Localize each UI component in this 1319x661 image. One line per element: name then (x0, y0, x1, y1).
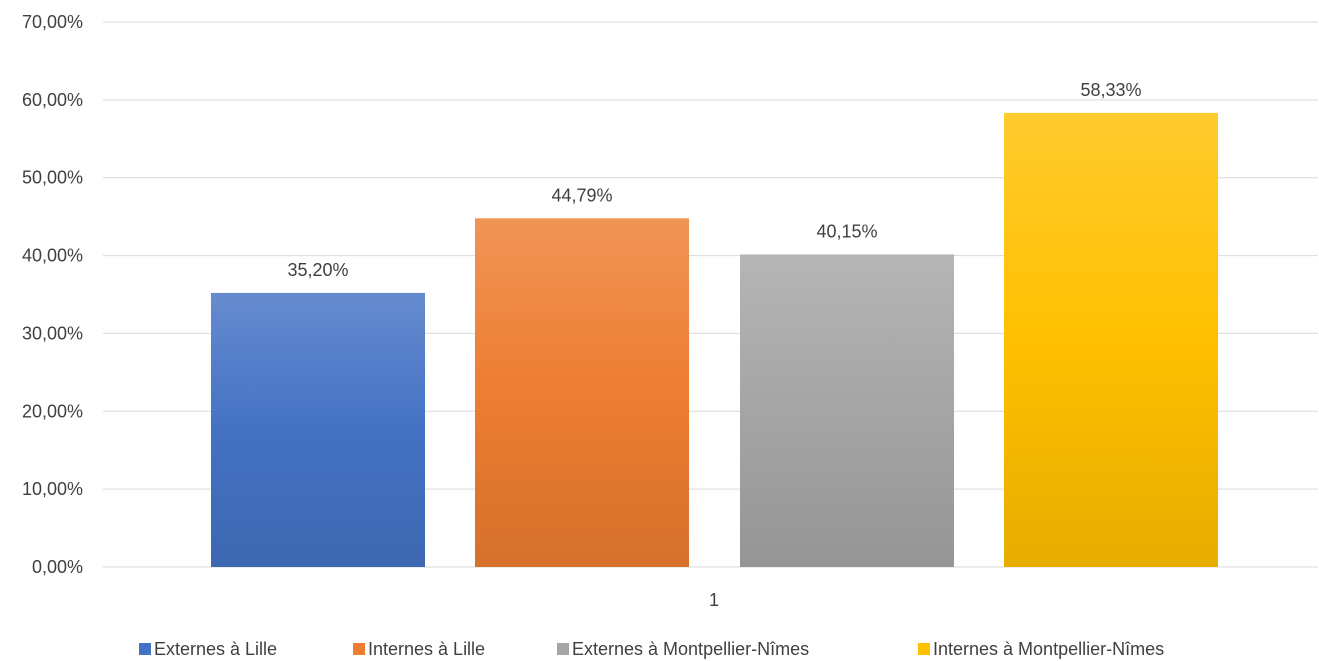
bar (740, 254, 954, 567)
y-tick-label: 30,00% (22, 323, 83, 343)
y-tick-label: 60,00% (22, 90, 83, 110)
data-label: 40,15% (816, 221, 877, 241)
data-label: 58,33% (1080, 80, 1141, 100)
legend-swatch (918, 643, 930, 655)
legend-label: Internes à Lille (368, 639, 485, 659)
bars (211, 112, 1218, 567)
data-labels: 35,20% 44,79% 40,15% 58,33% (287, 80, 1141, 280)
y-tick-label: 70,00% (22, 12, 83, 32)
legend-label: Externes à Lille (154, 639, 277, 659)
data-label: 35,20% (287, 260, 348, 280)
y-tick-label: 20,00% (22, 401, 83, 421)
y-tick-label: 0,00% (32, 557, 83, 577)
y-tick-label: 40,00% (22, 246, 83, 266)
y-axis-tick-labels: 0,00% 10,00% 20,00% 30,00% 40,00% 50,00% 60,00… (22, 12, 83, 577)
bar (1004, 112, 1218, 567)
legend-swatch (139, 643, 151, 655)
legend-swatch (557, 643, 569, 655)
bar (475, 218, 689, 567)
legend-label: Externes à Montpellier-Nîmes (572, 639, 809, 659)
x-tick-label: 1 (709, 590, 719, 610)
y-tick-label: 50,00% (22, 168, 83, 188)
x-axis-tick-labels: 1 (709, 590, 719, 610)
bar (211, 292, 425, 567)
data-label: 44,79% (551, 185, 612, 205)
legend-swatch (353, 643, 365, 655)
y-tick-label: 10,00% (22, 479, 83, 499)
legend-label: Internes à Montpellier-Nîmes (933, 639, 1164, 659)
legend: Externes à Lille Internes à Lille Externes… (139, 639, 1164, 659)
